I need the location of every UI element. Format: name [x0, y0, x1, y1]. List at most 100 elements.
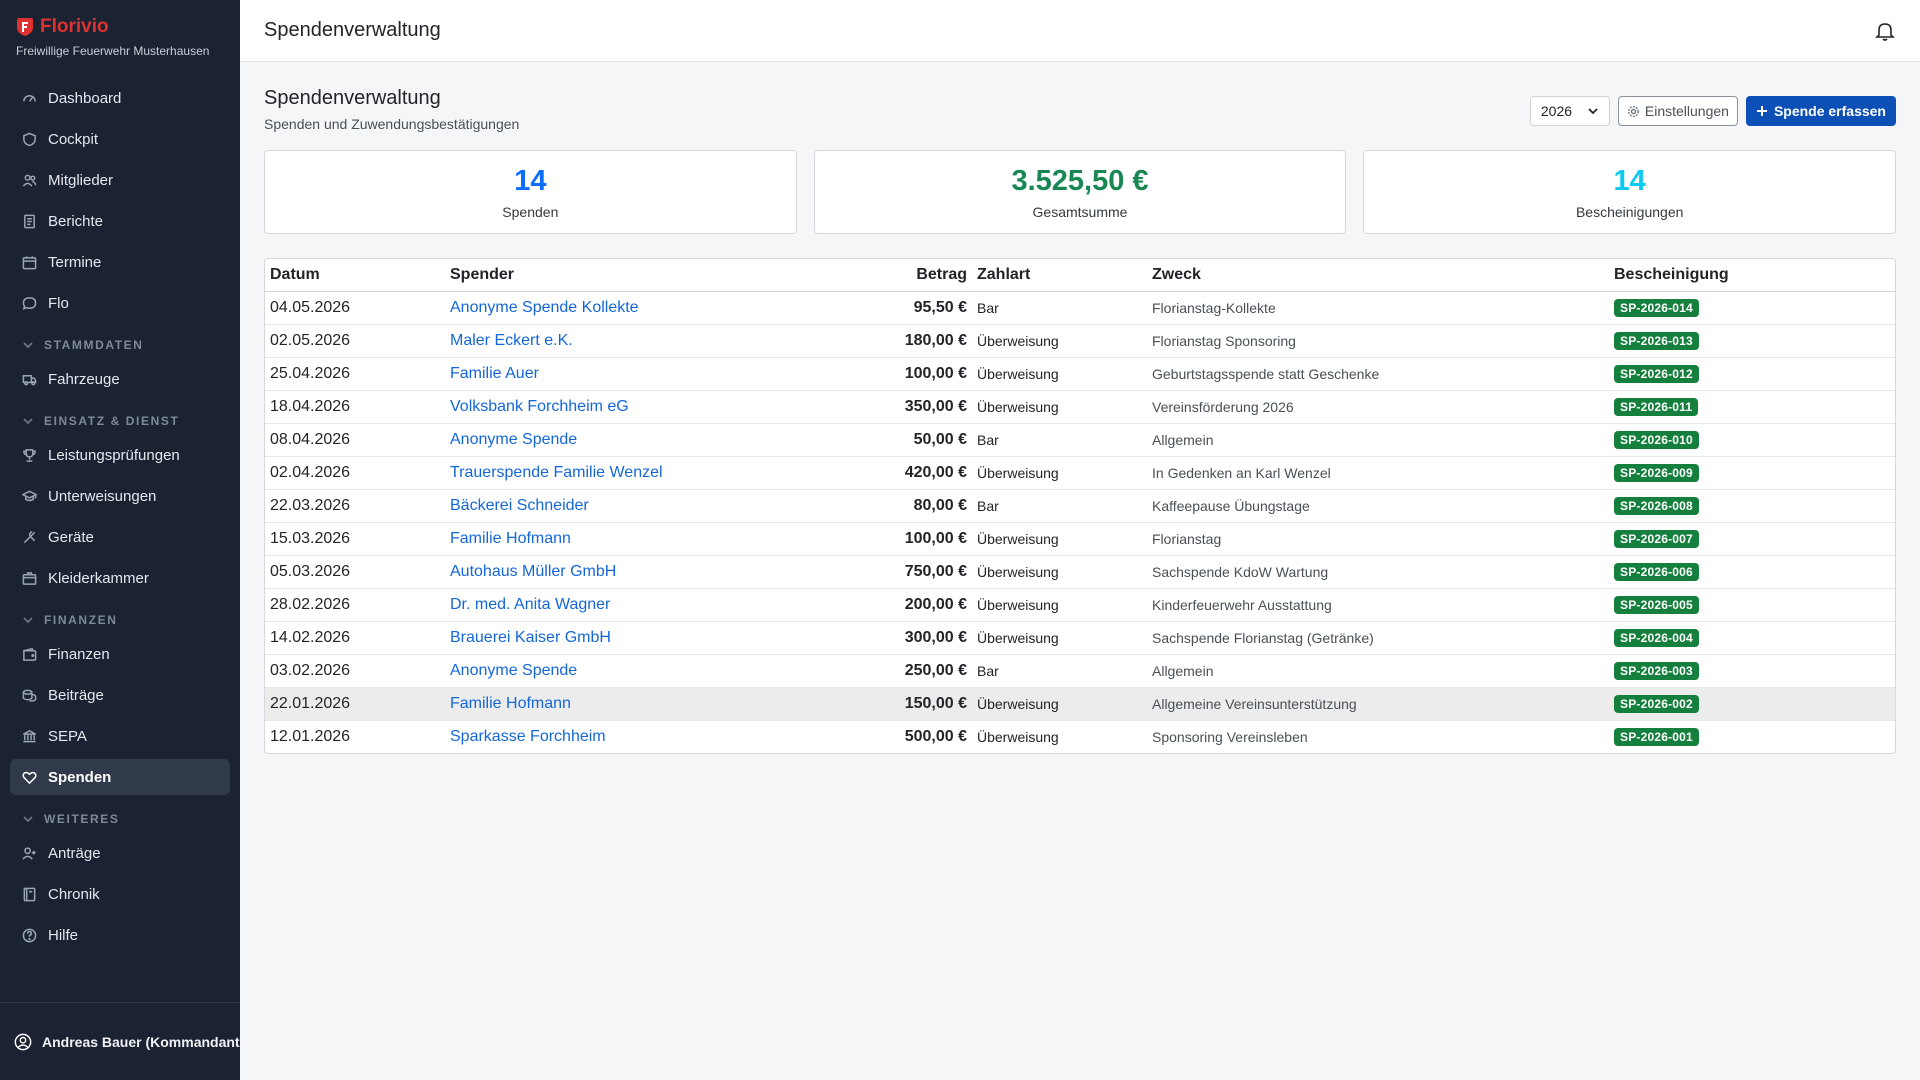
sidebar-item-berichte[interactable]: Berichte [10, 203, 230, 239]
cell-payment-method: Bar [972, 291, 1147, 325]
table-row[interactable]: 14.02.2026 Brauerei Kaiser GmbH 300,00 € Üb… [265, 621, 1895, 655]
sidebar-item-hilfe[interactable]: Hilfe [10, 917, 230, 953]
year-select[interactable]: 2026 [1529, 96, 1610, 126]
sidebar-item-chronik[interactable]: Chronik [10, 876, 230, 912]
sidebar-item-flo[interactable]: Flo [10, 285, 230, 321]
table-row[interactable]: 02.04.2026 Trauerspende Familie Wenzel 420… [265, 456, 1895, 490]
sidebar-section-title: EINSATZ & DIENST [44, 414, 180, 428]
table-row[interactable]: 08.04.2026 Anonyme Spende 50,00 € Bar Allgem… [265, 423, 1895, 457]
sidebar-item-unterweisungen[interactable]: Unterweisungen [10, 478, 230, 514]
table-row[interactable]: 28.02.2026 Dr. med. Anita Wagner 200,00 € Ü… [265, 588, 1895, 622]
certificate-badge[interactable]: SP-2026-004 [1614, 628, 1699, 647]
sidebar-item-label: Berichte [48, 212, 104, 230]
donor-link[interactable]: Dr. med. Anita Wagner [445, 588, 775, 622]
cell-purpose: Florianstag Sponsoring [1147, 324, 1609, 358]
donor-link[interactable]: Familie Hofmann [445, 522, 775, 556]
donor-link[interactable]: Sparkasse Forchheim [450, 727, 606, 745]
sidebar-section-stammdaten[interactable]: STAMMDATEN [10, 329, 230, 361]
donor-link[interactable]: Anonyme Spende [445, 654, 775, 688]
donor-link[interactable]: Volksbank Forchheim eG [445, 390, 775, 424]
certificate-badge[interactable]: SP-2026-014 [1614, 298, 1699, 317]
table-row[interactable]: 18.04.2026 Volksbank Forchheim eG 350,00 €… [265, 390, 1895, 424]
donor-link[interactable]: Anonyme Spende Kollekte [445, 291, 775, 325]
cell-amount: 95,50 € [775, 291, 972, 325]
cell-certificate: SP-2026-006 [1609, 555, 1895, 589]
sidebar-item-geraete[interactable]: Geräte [10, 519, 230, 555]
cell-certificate: SP-2026-004 [1609, 621, 1895, 655]
certificate-badge[interactable]: SP-2026-002 [1614, 694, 1699, 713]
sidebar-item-mitglieder[interactable]: Mitglieder [10, 162, 230, 198]
florivio-logo-icon [17, 18, 33, 36]
donor-link[interactable]: Bäckerei Schneider [445, 489, 775, 523]
column-header-date[interactable]: Datum [265, 259, 445, 292]
certificate-badge[interactable]: SP-2026-008 [1614, 496, 1699, 515]
certificate-badge[interactable]: SP-2026-001 [1614, 727, 1699, 746]
table-row[interactable]: 03.02.2026 Anonyme Spende 250,00 € Bar Allge… [265, 654, 1895, 688]
sidebar-item-spenden[interactable]: Spenden [10, 759, 230, 795]
column-header-certificate[interactable]: Bescheinigung [1609, 259, 1895, 292]
page-header: Spendenverwaltung Spenden und Zuwendungs… [264, 62, 1896, 150]
table-row[interactable]: 25.04.2026 Familie Auer 100,00 € Überweisun… [265, 357, 1895, 391]
donor-link[interactable]: Anonyme Spende [445, 423, 775, 457]
sidebar-section-weiteres[interactable]: WEITERES [10, 803, 230, 835]
shield-icon [23, 132, 36, 146]
sidebar-item-sepa[interactable]: SEPA [10, 718, 230, 754]
cell-amount: 80,00 € [775, 489, 972, 523]
certificate-badge[interactable]: SP-2026-011 [1614, 397, 1699, 416]
table-row[interactable]: 15.03.2026 Familie Hofmann 100,00 € Überwei… [265, 522, 1895, 556]
donor-link[interactable]: Brauerei Kaiser GmbH [445, 621, 775, 655]
column-header-amount[interactable]: Betrag [775, 259, 972, 292]
column-header-payment[interactable]: Zahlart [972, 259, 1147, 292]
donor-link[interactable]: Familie Auer [445, 357, 775, 391]
notifications-bell-icon[interactable] [1874, 20, 1896, 42]
cell-payment-method: Bar [972, 654, 1147, 688]
donor-link[interactable]: Autohaus Müller GmbH [445, 555, 775, 589]
cell-date: 22.01.2026 [265, 687, 445, 721]
sidebar-item-dashboard[interactable]: Dashboard [10, 80, 230, 116]
sidebar-item-label: Finanzen [48, 645, 110, 663]
settings-button[interactable]: Einstellungen [1617, 96, 1738, 126]
user-circle-icon [14, 1033, 32, 1050]
donor-link[interactable]: Trauerspende Familie Wenzel [445, 456, 775, 490]
cell-certificate: SP-2026-008 [1609, 489, 1895, 523]
table-row[interactable]: 12.01.2026 Sparkasse Forchheim 500,00 € Übe… [265, 720, 1895, 753]
sidebar-section-einsatz-and-dienst[interactable]: EINSATZ & DIENST [10, 405, 230, 437]
certificate-badge[interactable]: SP-2026-009 [1614, 463, 1699, 482]
cell-date: 05.03.2026 [265, 555, 445, 589]
add-donation-button[interactable]: Spende erfassen [1745, 96, 1896, 126]
cell-amount: 350,00 € [775, 390, 972, 424]
sidebar-item-termine[interactable]: Termine [10, 244, 230, 280]
sidebar-item-fahrzeuge[interactable]: Fahrzeuge [10, 361, 230, 397]
column-header-purpose[interactable]: Zweck [1147, 259, 1609, 292]
settings-button-label: Einstellungen [1644, 103, 1729, 119]
app-name[interactable]: Florivio [40, 16, 109, 37]
certificate-badge[interactable]: SP-2026-007 [1614, 529, 1699, 548]
donor-link[interactable]: Familie Hofmann [445, 687, 775, 721]
table-row[interactable]: 22.03.2026 Bäckerei Schneider 80,00 € Bar Ka… [265, 489, 1895, 523]
certificate-badge[interactable]: SP-2026-013 [1614, 331, 1699, 350]
sidebar-section-finanzen[interactable]: FINANZEN [10, 604, 230, 636]
cell-amount: 50,00 € [775, 423, 972, 457]
table-row[interactable]: 05.03.2026 Autohaus Müller GmbH 750,00 € Üb… [265, 555, 1895, 589]
certificate-badge[interactable]: SP-2026-003 [1614, 661, 1699, 680]
certificate-badge[interactable]: SP-2026-010 [1614, 430, 1699, 449]
column-header-donor[interactable]: Spender [445, 259, 775, 292]
table-row[interactable]: 22.01.2026 Familie Hofmann 150,00 € Überwei… [265, 687, 1895, 721]
sidebar-item-kleiderkammer[interactable]: Kleiderkammer [10, 560, 230, 596]
cell-amount: 250,00 € [775, 654, 972, 688]
table-row[interactable]: 04.05.2026 Anonyme Spende Kollekte 95,50 €… [265, 291, 1895, 325]
table-row[interactable]: 02.05.2026 Maler Eckert e.K. 180,00 € Überw… [265, 324, 1895, 358]
cell-date: 02.04.2026 [265, 456, 445, 490]
sidebar-item-leistungspruefungen[interactable]: Leistungsprüfungen [10, 437, 230, 473]
sidebar-item-finanzen[interactable]: Finanzen [10, 636, 230, 672]
certificate-badge[interactable]: SP-2026-012 [1614, 364, 1699, 383]
stat-card-donations: 14 Spenden [264, 150, 797, 234]
sidebar-item-antraege[interactable]: Anträge [10, 835, 230, 871]
user-menu[interactable]: Andreas Bauer (Kommandant) [0, 1002, 240, 1080]
donor-link[interactable]: Maler Eckert e.K. [445, 324, 775, 358]
sidebar-item-beitraege[interactable]: Beiträge [10, 677, 230, 713]
cell-payment-method: Bar [972, 489, 1147, 523]
sidebar-item-cockpit[interactable]: Cockpit [10, 121, 230, 157]
certificate-badge[interactable]: SP-2026-006 [1614, 562, 1699, 581]
certificate-badge[interactable]: SP-2026-005 [1614, 595, 1699, 614]
